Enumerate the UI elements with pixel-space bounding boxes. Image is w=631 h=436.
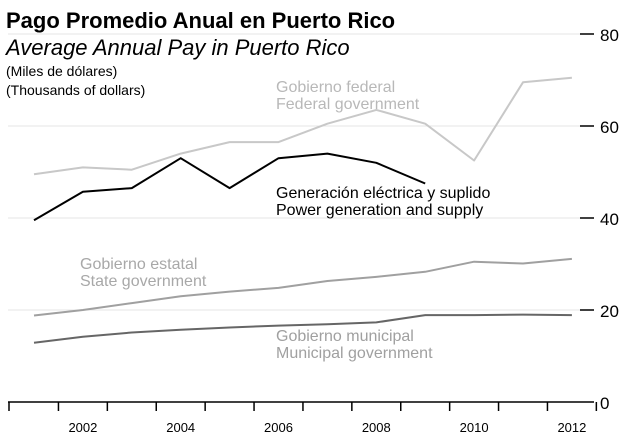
municipal-government-label-es: Gobierno municipal (276, 328, 414, 345)
y-tick-label: 0 (600, 394, 609, 413)
y-tick-label: 80 (600, 26, 619, 45)
power-generation-label-en: Power generation and supply (276, 202, 483, 219)
y-tick-label: 20 (600, 302, 619, 321)
power-generation-label-es: Generación eléctrica y suplido (276, 185, 490, 202)
y-tick-label: 40 (600, 210, 619, 229)
unit-label-spanish: (Miles de dólares) (6, 63, 118, 79)
x-tick-label: 2006 (264, 420, 293, 435)
y-tick-label: 60 (600, 118, 619, 137)
federal-government-line (33, 76, 572, 176)
municipal-government-label-en: Municipal government (276, 345, 433, 362)
state-government-label-en: State government (80, 273, 207, 290)
power-generation-line (33, 152, 426, 222)
chart-subtitle: Average Annual Pay in Puerto Rico (6, 35, 350, 60)
x-tick-label: 2008 (362, 420, 391, 435)
x-tick-label: 2012 (557, 420, 586, 435)
x-tick-label: 2010 (460, 420, 489, 435)
chart-title: Pago Promedio Anual en Puerto Rico (6, 8, 396, 33)
state-government-label-es: Gobierno estatal (80, 256, 197, 273)
federal-government-label-es: Gobierno federal (276, 79, 395, 96)
municipal-government-line (33, 313, 572, 344)
x-tick-label: 2002 (68, 420, 97, 435)
federal-government-label-en: Federal government (276, 96, 420, 113)
x-tick-label: 2004 (166, 420, 195, 435)
unit-label-english: (Thousands of dollars) (6, 82, 146, 98)
state-government-line (33, 257, 572, 317)
